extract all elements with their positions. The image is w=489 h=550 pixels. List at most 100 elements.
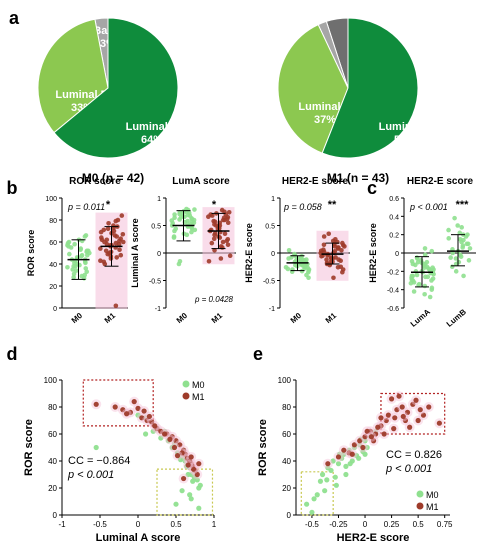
data-point	[113, 218, 119, 224]
data-point	[113, 303, 119, 309]
data-point-m1	[357, 438, 363, 444]
data-point	[220, 239, 226, 245]
data-point	[184, 232, 190, 238]
data-point	[219, 207, 225, 213]
data-point	[429, 248, 435, 254]
data-point	[458, 254, 464, 259]
data-point-m1	[388, 396, 395, 402]
y-tick-label: 40	[49, 262, 57, 269]
data-point	[429, 278, 434, 283]
data-point	[211, 236, 217, 241]
data-point-m0	[364, 444, 370, 451]
data-point-m1	[93, 401, 99, 407]
data-point	[121, 239, 126, 245]
pie-a-m0: Basal3%Luminal B33%Luminal A64%	[37, 17, 179, 159]
y-axis-label: HER2-E score	[368, 223, 378, 283]
pie-a-m1: HER2-E5%Basal2%Luminal B37%Luminal A56%	[277, 17, 431, 159]
y-tick-label: 0.5	[265, 224, 275, 231]
data-point	[176, 261, 182, 267]
x-tick-label: LumA	[409, 307, 432, 329]
data-point	[72, 241, 77, 247]
data-point	[415, 256, 420, 261]
data-point	[293, 262, 298, 268]
x-tick-label: M0	[70, 311, 85, 325]
data-point	[427, 294, 433, 300]
data-point	[306, 275, 311, 281]
data-point-m0	[188, 496, 194, 502]
dotplot-b-ror: ROR score 0 20 40 60 80 100 ROR score M0 M1	[26, 176, 128, 325]
data-point	[319, 253, 324, 259]
data-point	[206, 258, 212, 264]
data-point	[98, 229, 104, 235]
data-point-m0	[194, 477, 200, 483]
y-tick-label: 20	[48, 484, 57, 493]
plot-title: HER2-E score	[282, 176, 349, 187]
correlation-coefficient: CC = 0.826	[386, 449, 442, 461]
pie-slice-luminal-b	[277, 23, 349, 154]
y-tick-label: 60	[282, 430, 291, 439]
correlation-coefficient: CC = −0.864	[68, 455, 130, 467]
y-axis-label: HER2-E score	[244, 223, 254, 283]
data-point	[84, 269, 90, 275]
data-point	[422, 265, 427, 270]
p-value: p < 0.001	[67, 469, 114, 481]
data-point-m1	[124, 411, 130, 417]
highlight-box-m1	[82, 379, 154, 427]
data-point-m0	[314, 492, 320, 498]
data-point-m0	[356, 455, 362, 461]
data-point-m0	[330, 458, 336, 464]
y-tick-label: 80	[48, 403, 57, 412]
data-point	[326, 231, 332, 237]
data-point-m1	[194, 471, 200, 478]
x-tick-label: 0	[363, 520, 368, 529]
data-point	[285, 266, 291, 272]
data-point-m1	[394, 407, 400, 413]
y-tick-label: 0	[53, 511, 58, 520]
y-tick-label: 20	[282, 484, 291, 493]
data-point	[117, 238, 122, 244]
data-point	[173, 226, 179, 232]
data-point-m1	[349, 451, 355, 457]
legend-marker-m0	[182, 380, 190, 388]
y-tick-label: 1	[157, 196, 161, 203]
y-tick-label: 20	[49, 284, 57, 291]
data-point-m0	[93, 444, 99, 451]
data-point	[70, 267, 75, 272]
data-point-m1	[179, 450, 185, 456]
y-tick-label: -1	[155, 306, 161, 313]
panel-label-b: b	[7, 178, 18, 198]
data-point-m1	[400, 413, 406, 420]
data-point-m1	[149, 419, 155, 425]
data-point-m0	[332, 474, 338, 480]
data-point-m1	[181, 475, 187, 482]
data-point-m0	[197, 482, 203, 488]
data-point-m1	[370, 438, 377, 444]
data-point	[340, 269, 345, 275]
data-point	[79, 253, 84, 259]
panel-label-a: a	[9, 8, 20, 28]
data-point-m0	[135, 412, 141, 418]
data-point-m0	[324, 477, 330, 483]
panel-label-c: c	[367, 178, 377, 198]
pie-slice-luminal-a	[53, 17, 179, 159]
data-point	[99, 237, 105, 243]
data-point	[118, 252, 124, 258]
data-point	[108, 253, 114, 259]
legend-marker-m1	[416, 502, 424, 510]
data-point	[460, 245, 465, 250]
data-point-m0	[158, 435, 164, 441]
data-point-m1	[135, 405, 141, 411]
legend-label-m0: M0	[426, 490, 439, 500]
data-point	[189, 229, 194, 235]
data-point-m1	[413, 397, 419, 403]
data-point	[410, 273, 416, 279]
pie-label: Luminal A	[126, 121, 179, 133]
data-point-m1	[152, 423, 158, 429]
data-point-m0	[185, 471, 191, 478]
data-point	[299, 268, 305, 274]
data-point	[416, 281, 422, 287]
p-value: p = 0.011	[67, 202, 105, 212]
data-point	[422, 283, 428, 289]
data-point-m1	[173, 438, 179, 444]
